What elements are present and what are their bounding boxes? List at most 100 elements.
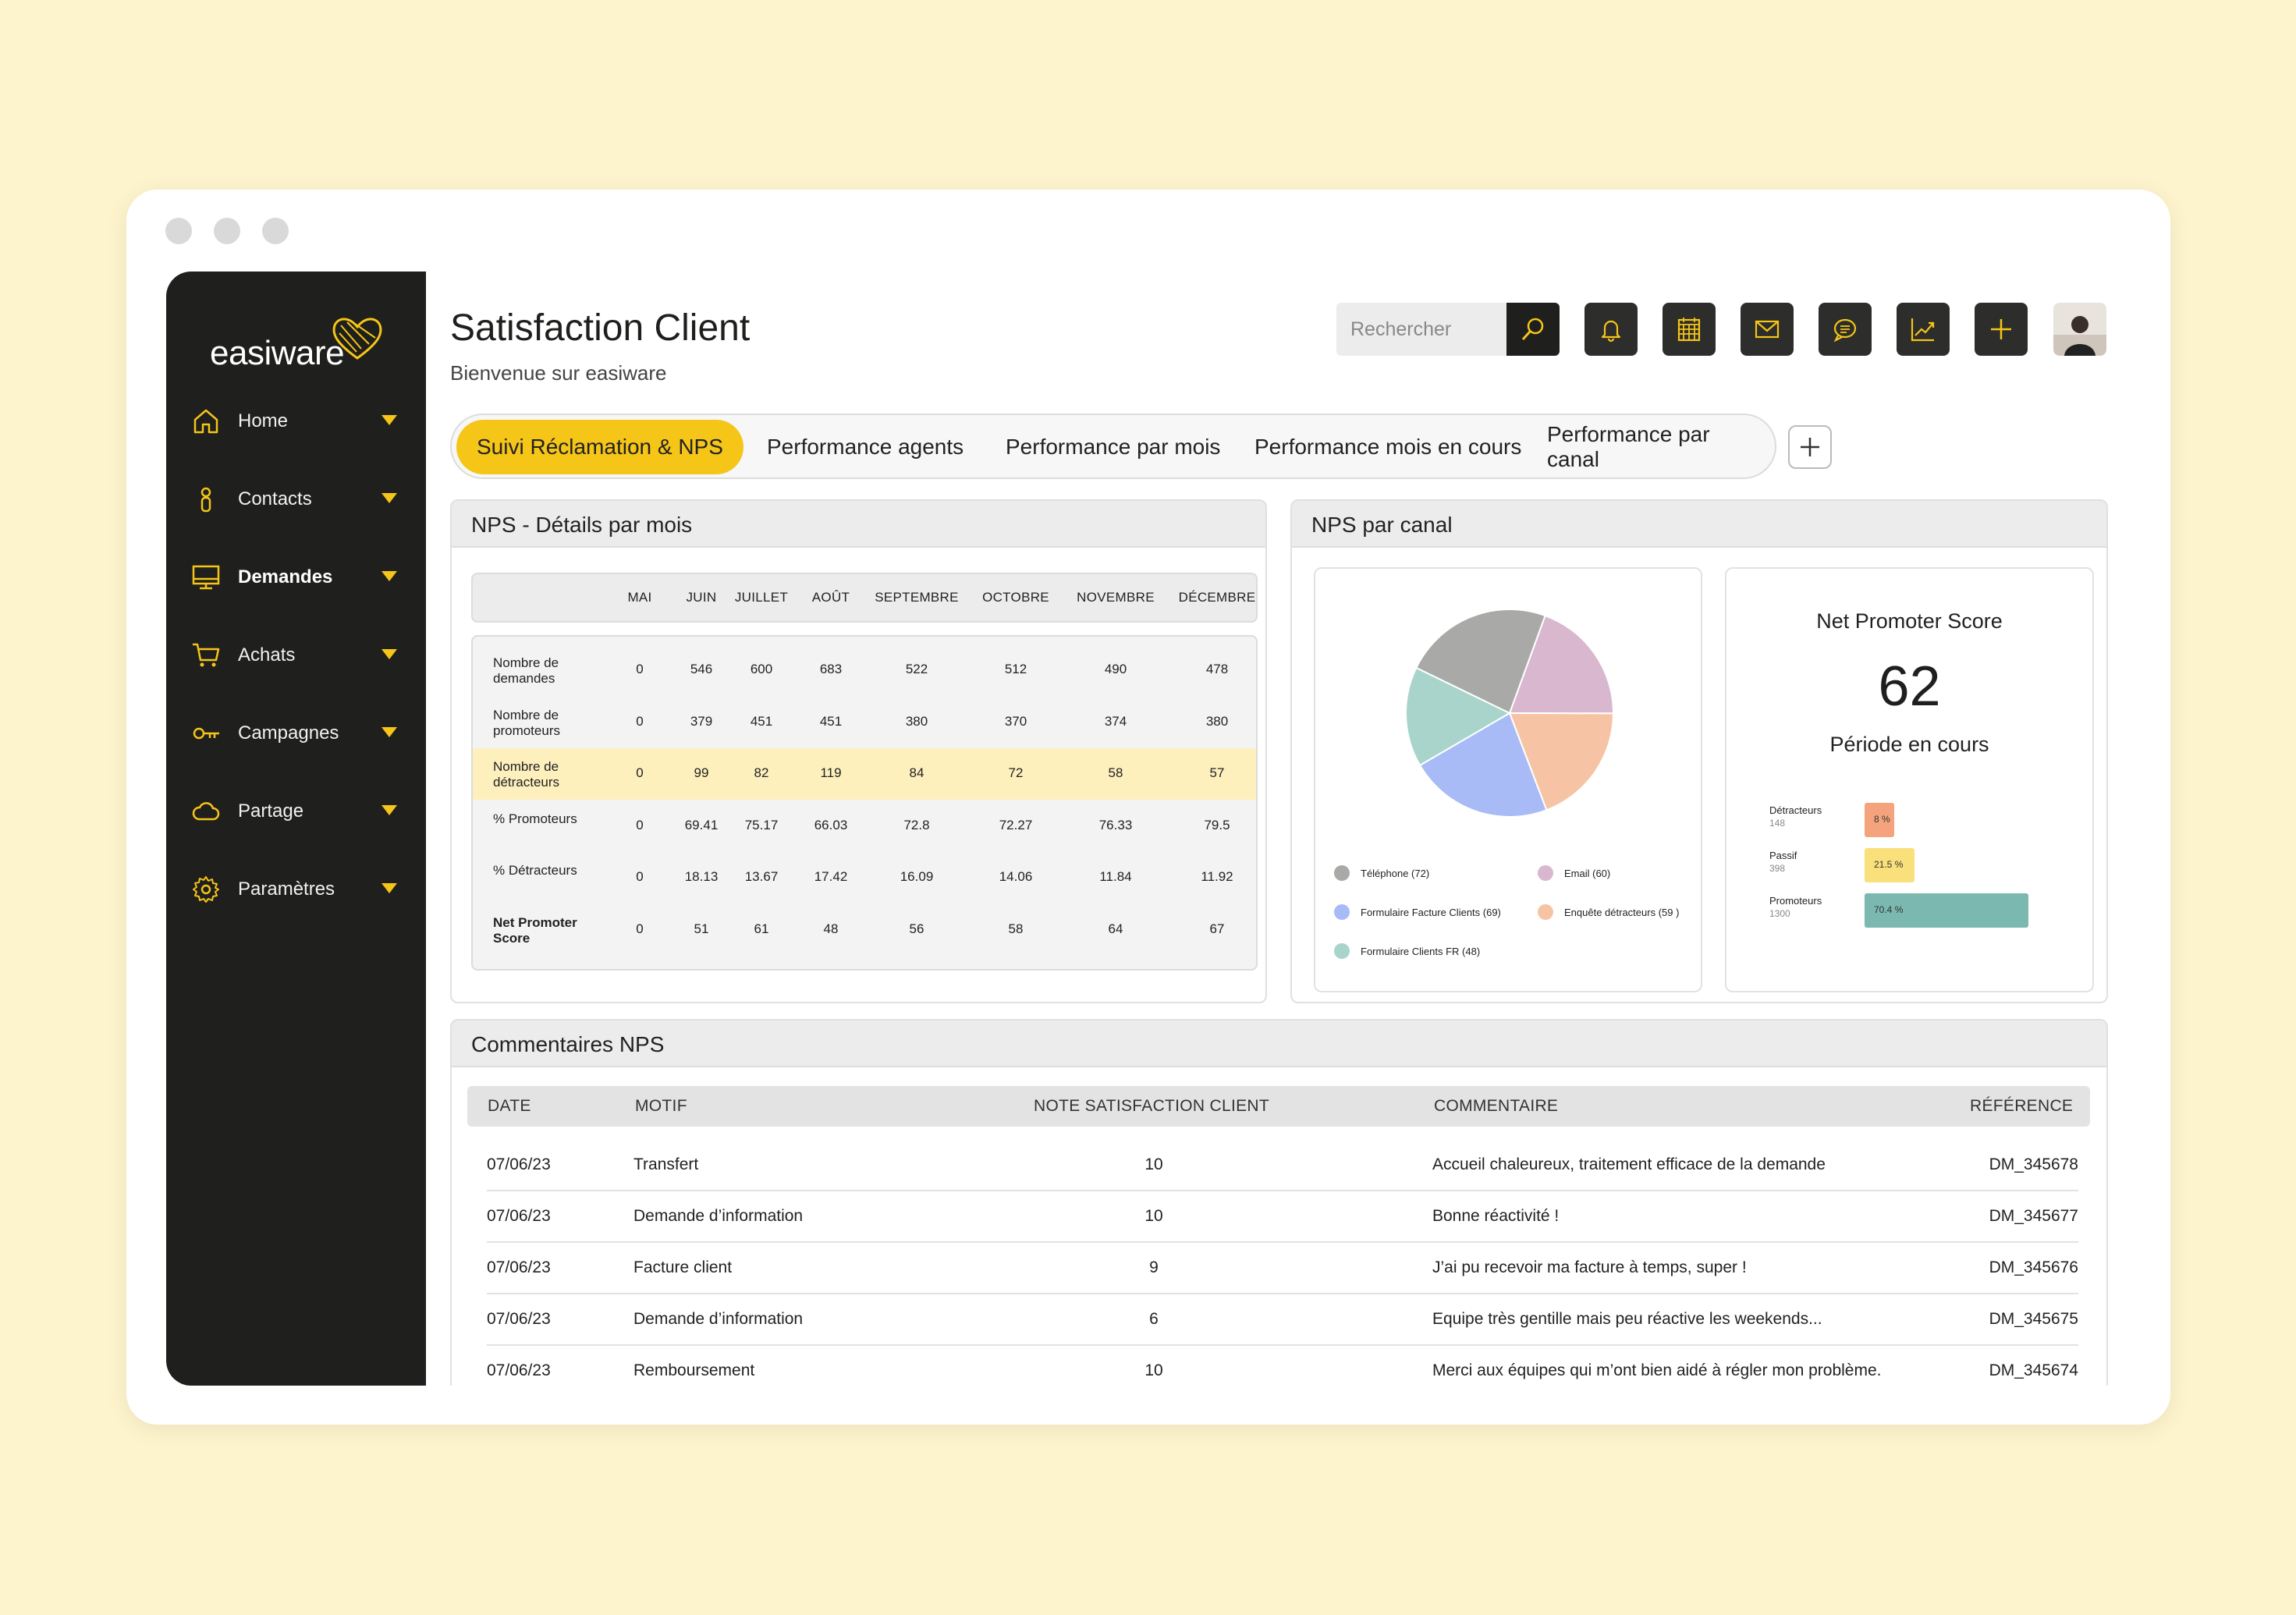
bar-detracteurs: 8 % xyxy=(1865,803,1894,837)
chevron-down-icon[interactable] xyxy=(381,571,397,581)
table-row[interactable]: 07/06/23 Demande d’information 10 Bonne réa… xyxy=(487,1191,2078,1243)
gear-icon xyxy=(190,873,222,906)
table-cell: 13.67 xyxy=(744,869,779,884)
tab-performance-mois[interactable]: Performance par mois xyxy=(1006,435,1221,459)
pie-slice-t-l-phone[interactable] xyxy=(1415,609,1546,715)
row-label: Nombre de demandes xyxy=(493,655,559,686)
chevron-down-icon[interactable] xyxy=(381,883,397,893)
bar-label-text: Détracteurs xyxy=(1769,804,1822,816)
pie-slice-enqu-te-d-tracteurs[interactable] xyxy=(1508,712,1615,811)
table-row[interactable]: 07/06/23 Transfert 10 Accueil chaleureux, t… xyxy=(487,1140,2078,1191)
legend-label: Email (60) xyxy=(1564,867,1611,879)
sidebar-item-home[interactable]: Home xyxy=(190,398,408,445)
monitor-icon xyxy=(190,561,222,594)
table-cell: 18.13 xyxy=(684,869,719,884)
column-header: NOTE SATISFACTION CLIENT xyxy=(1034,1097,1270,1115)
sidebar-item-demandes[interactable]: Demandes xyxy=(190,554,408,601)
table-cell: 546 xyxy=(690,662,713,676)
month-header: SEPTEMBRE xyxy=(875,590,959,605)
chat-button[interactable] xyxy=(1819,303,1872,356)
window-dot-close[interactable] xyxy=(165,218,192,244)
cell-commentaire: Equipe très gentille mais peu réactive l… xyxy=(1432,1310,1822,1328)
cloud-icon xyxy=(190,795,222,828)
legend-item: Enquête détracteurs (59 ) xyxy=(1538,904,1679,920)
panel-title: Commentaires NPS xyxy=(452,1020,2106,1067)
table-cell: 0 xyxy=(636,921,644,936)
nps-table-body: Nombre de demandes 0 546 600 683 522 512 490 478… xyxy=(471,635,1258,971)
sidebar-item-contacts[interactable]: Contacts xyxy=(190,476,408,523)
search-icon xyxy=(1521,318,1544,341)
month-header: AOÛT xyxy=(811,590,850,605)
chevron-down-icon[interactable] xyxy=(381,727,397,737)
window-dot-maximize[interactable] xyxy=(262,218,289,244)
table-cell: 84 xyxy=(909,765,924,780)
cell-note: 9 xyxy=(1149,1258,1159,1276)
pie-slice-formulaire-clients-fr[interactable] xyxy=(1405,666,1512,767)
month-header: OCTOBRE xyxy=(982,590,1049,605)
table-cell: 58 xyxy=(1008,921,1024,936)
add-button[interactable] xyxy=(1975,303,2028,356)
table-cell: 56 xyxy=(909,921,924,936)
sidebar-item-label: Paramètres xyxy=(238,878,335,900)
table-row[interactable]: 07/06/23 Demande d’information 6 Equipe trè… xyxy=(487,1294,2078,1346)
nps-canal-panel: NPS par canal Téléphone (72) Email (60) … xyxy=(1290,499,2108,1003)
sidebar: easiware Home Contacts Demandes Achats xyxy=(166,272,426,1386)
search-button[interactable] xyxy=(1506,303,1560,356)
cell-date: 07/06/23 xyxy=(487,1155,551,1173)
table-row: Net Promoter Score 0 51 61 48 56 58 64 67 xyxy=(473,904,1256,956)
table-cell: 51 xyxy=(694,921,709,936)
cell-note: 10 xyxy=(1144,1207,1163,1225)
chevron-down-icon[interactable] xyxy=(381,805,397,815)
table-cell: 11.84 xyxy=(1099,869,1132,884)
search-input[interactable]: Rechercher xyxy=(1336,303,1506,356)
analytics-button[interactable] xyxy=(1897,303,1950,356)
sidebar-item-achats[interactable]: Achats xyxy=(190,632,408,679)
table-cell: 17.42 xyxy=(814,869,848,884)
tab-performance-canal[interactable]: Performance par canal xyxy=(1547,422,1710,471)
page-title: Satisfaction Client xyxy=(450,307,751,349)
legend-swatch xyxy=(1334,943,1350,959)
table-row[interactable]: 07/06/23 Facture client 9 J’ai pu recevoir … xyxy=(487,1243,2078,1294)
key-icon xyxy=(190,717,222,750)
notifications-button[interactable] xyxy=(1584,303,1638,356)
table-cell: 72 xyxy=(1008,765,1024,780)
tab-performance-agents[interactable]: Performance agents xyxy=(767,435,964,459)
cell-commentaire: J’ai pu recevoir ma facture à temps, sup… xyxy=(1432,1258,1747,1276)
cell-note: 6 xyxy=(1149,1310,1159,1328)
table-row: Nombre de demandes 0 546 600 683 522 512 490 478 xyxy=(473,644,1256,696)
avatar[interactable] xyxy=(2053,303,2106,356)
tab-bar: Suivi Réclamation & NPS Performance agen… xyxy=(450,414,1776,479)
add-tab-button[interactable] xyxy=(1788,425,1832,469)
legend-swatch xyxy=(1334,904,1350,920)
table-row: Nombre de détracteurs 0 99 82 119 84 72 58 57 xyxy=(473,748,1256,800)
tab-suivi-reclamation[interactable]: Suivi Réclamation & NPS xyxy=(456,420,743,474)
table-cell: 512 xyxy=(1004,662,1027,676)
legend-item: Formulaire Clients FR (48) xyxy=(1334,943,1480,959)
chevron-down-icon[interactable] xyxy=(381,493,397,503)
cell-note: 10 xyxy=(1144,1361,1163,1379)
pie-slice-formulaire-facture-clients[interactable] xyxy=(1418,712,1548,818)
table-row: % Promoteurs 0 69.41 75.17 66.03 72.8 72.27 76.… xyxy=(473,800,1256,852)
chevron-down-icon[interactable] xyxy=(381,415,397,425)
mail-button[interactable] xyxy=(1741,303,1794,356)
pie-slice-email[interactable] xyxy=(1508,614,1614,715)
legend-item: Téléphone (72) xyxy=(1334,865,1429,881)
sidebar-item-label: Home xyxy=(238,410,289,431)
chevron-down-icon[interactable] xyxy=(381,649,397,659)
legend-label: Formulaire Facture Clients (69) xyxy=(1361,906,1501,918)
table-cell: 61 xyxy=(754,921,769,936)
tab-performance-mois-en-cours[interactable]: Performance mois en cours xyxy=(1254,435,1522,459)
table-cell: 72.27 xyxy=(999,817,1033,832)
calendar-button[interactable] xyxy=(1663,303,1716,356)
plus-icon xyxy=(1991,319,2011,339)
sidebar-item-campagnes[interactable]: Campagnes xyxy=(190,710,408,757)
nps-score-card: Net Promoter Score 62 Période en cours D… xyxy=(1725,567,2094,992)
sidebar-item-parametres[interactable]: Paramètres xyxy=(190,866,408,913)
bar-label-promoteurs: Promoteurs 1300 xyxy=(1769,895,1822,920)
cell-commentaire: Bonne réactivité ! xyxy=(1432,1207,1560,1225)
heart-logo-icon xyxy=(332,318,382,360)
cart-icon xyxy=(190,639,222,672)
window-dot-minimize[interactable] xyxy=(214,218,240,244)
table-row[interactable]: 07/06/23 Remboursement 10 Merci aux équipes… xyxy=(487,1346,2078,1386)
sidebar-item-partage[interactable]: Partage xyxy=(190,788,408,835)
